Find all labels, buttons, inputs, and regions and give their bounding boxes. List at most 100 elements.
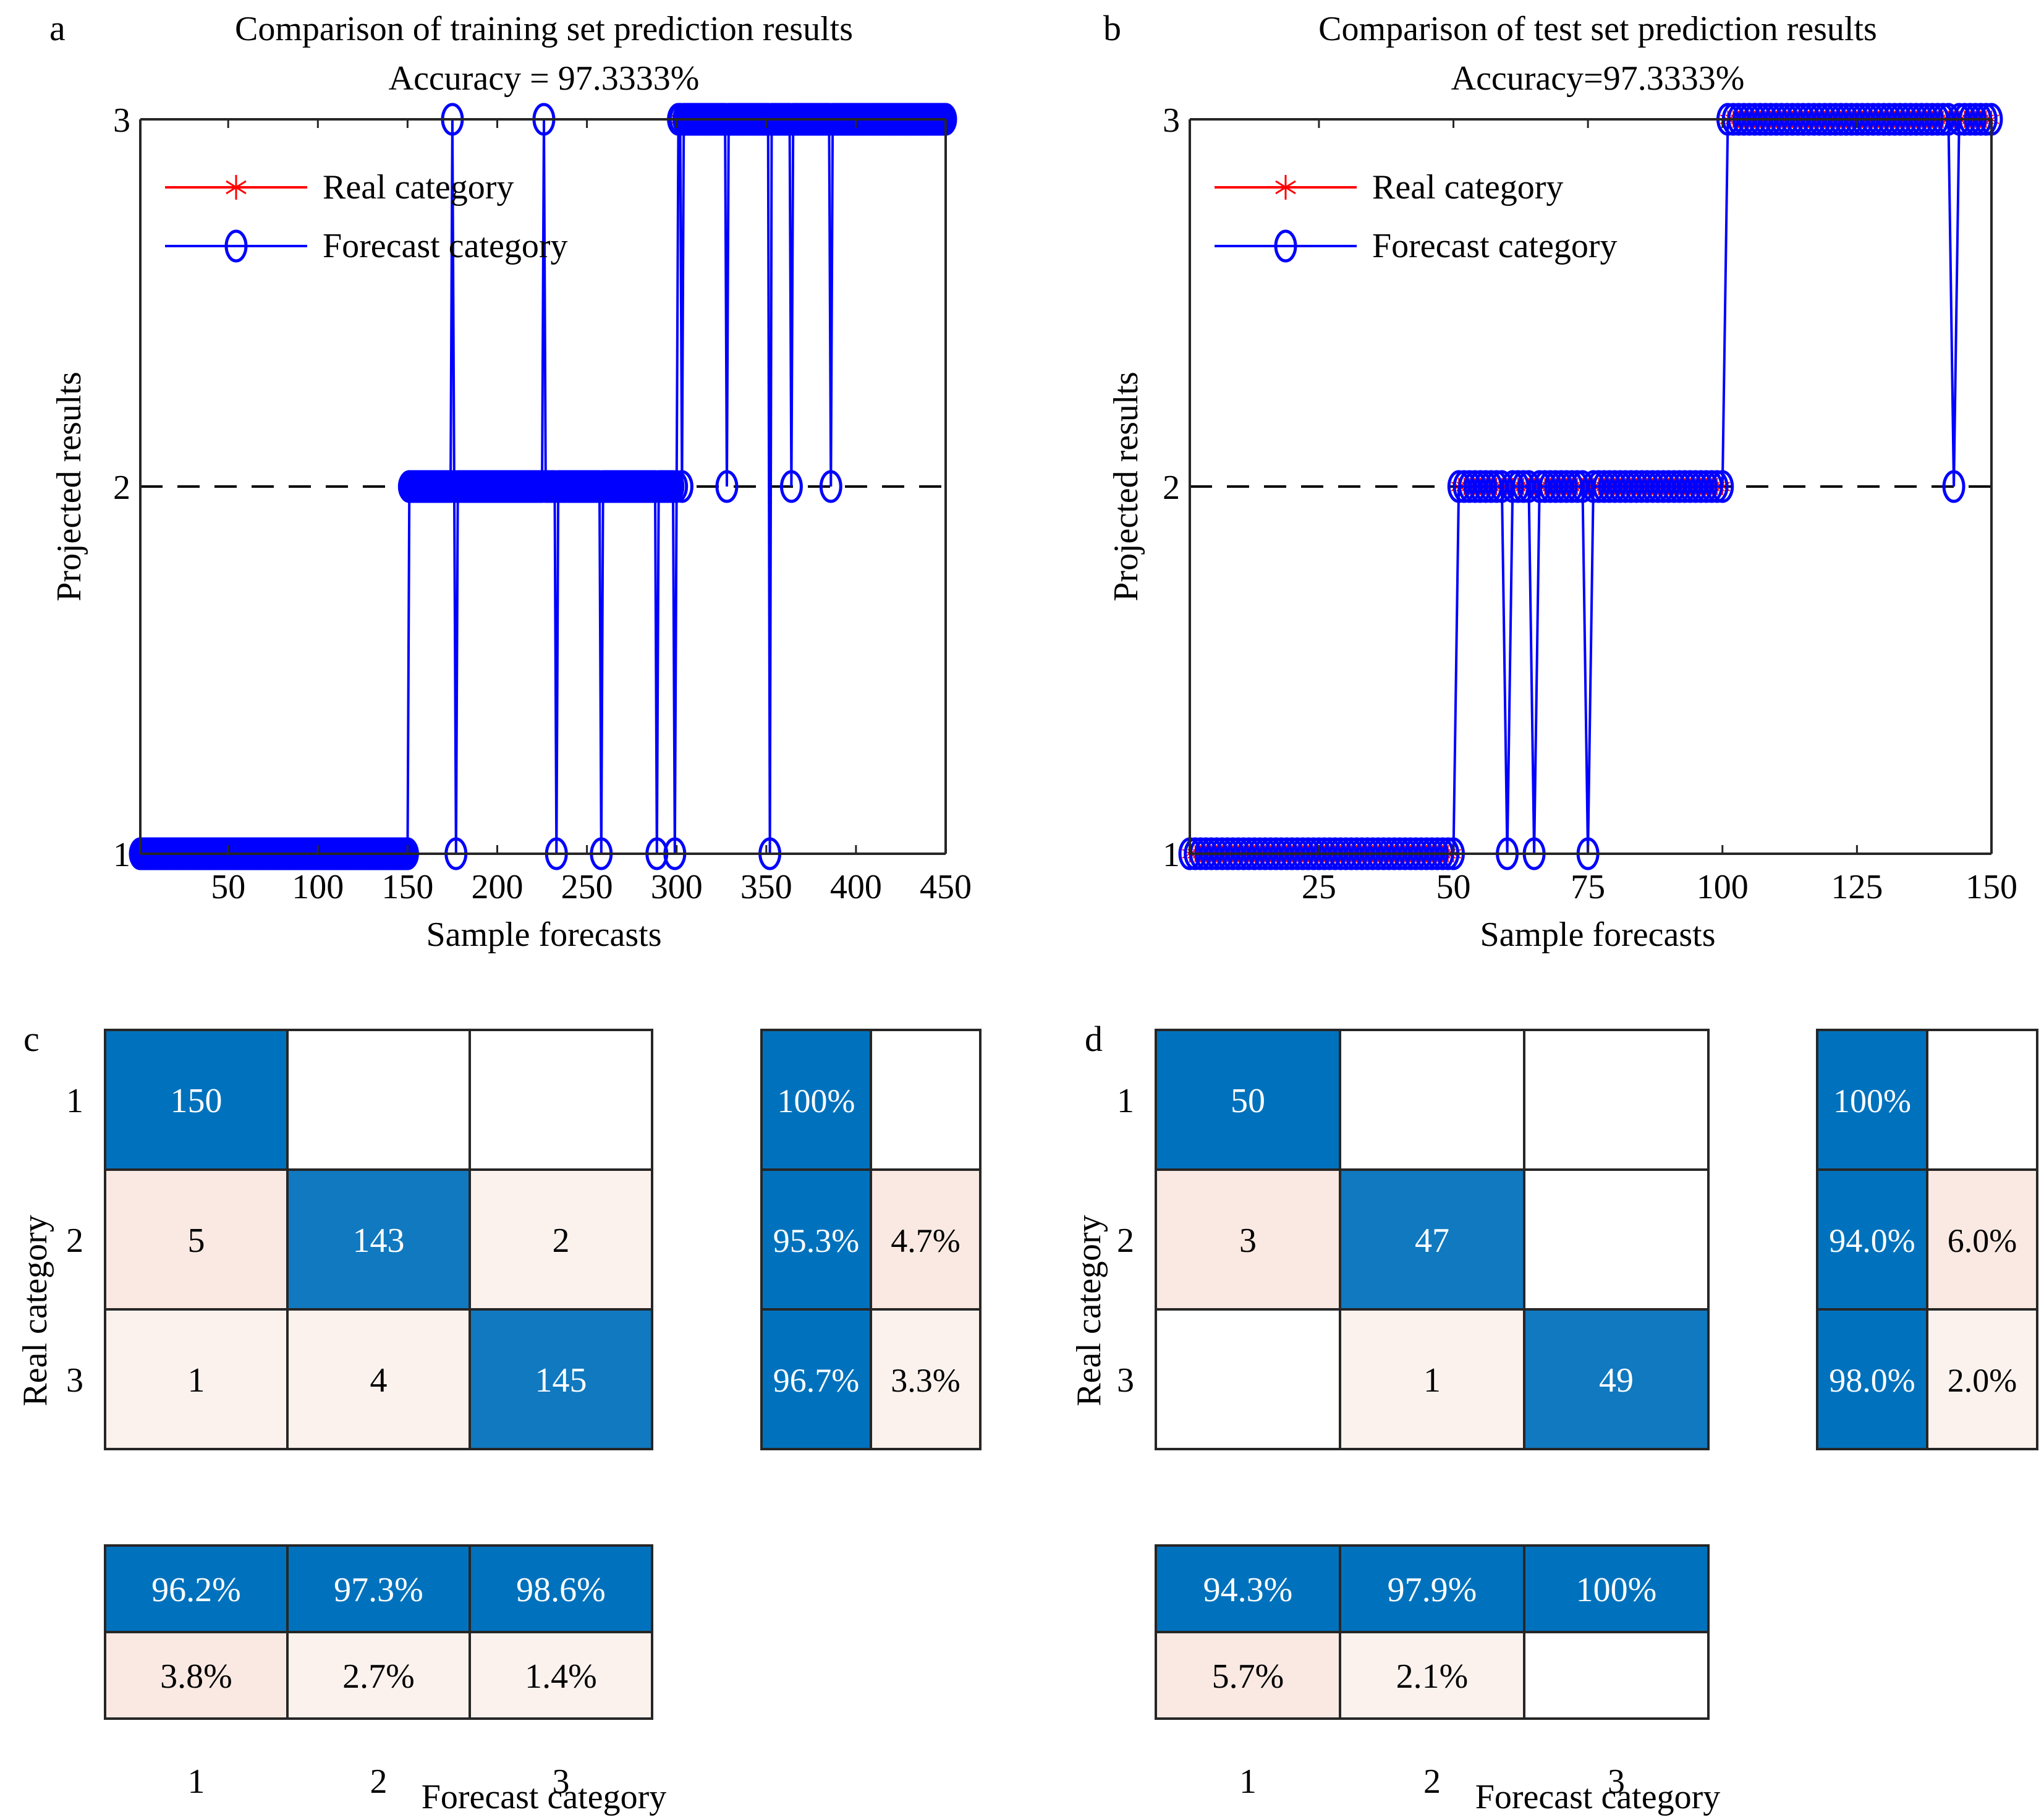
forecast-category-marker <box>1474 470 1498 503</box>
forecast-category-marker <box>1641 470 1664 503</box>
forecast-category-marker <box>1619 470 1643 503</box>
panel-a-line-chart: Comparison of training set prediction re… <box>50 10 972 954</box>
matrix-cell-value: 143 <box>353 1222 405 1260</box>
forecast-category-marker <box>1554 470 1578 503</box>
row-summary-value: 2.0% <box>1948 1362 2017 1399</box>
col-summary-value: 100% <box>1576 1571 1657 1609</box>
panel-label-a: a <box>49 8 66 48</box>
col-summary-cell <box>1339 1631 1525 1720</box>
matrix-cell-value: 50 <box>1231 1082 1265 1120</box>
forecast-category-marker <box>665 470 689 503</box>
x-tick-label: 75 <box>1571 868 1605 906</box>
legend-marker-forecast-circle-icon <box>224 229 248 263</box>
matrix-cell-value: 49 <box>1599 1361 1634 1400</box>
row-label: 2 <box>66 1222 83 1260</box>
forecast-category-marker <box>1711 470 1734 503</box>
row-label: 3 <box>66 1361 83 1400</box>
x-tick-label: 150 <box>381 868 433 906</box>
col-summary-value: 96.2% <box>151 1571 241 1609</box>
row-label: 1 <box>1117 1082 1134 1120</box>
row-summary-cell <box>760 1168 872 1311</box>
forecast-category-marker <box>1646 470 1669 503</box>
legend-label-forecast: Forecast category <box>1372 227 1617 265</box>
row-summary-cell <box>760 1308 872 1450</box>
forecast-category-marker <box>1592 470 1616 503</box>
row-summary-cell <box>870 1029 982 1171</box>
chart-subtitle: Accuracy = 97.3333% <box>389 59 700 98</box>
matrix-cell-value: 145 <box>535 1361 587 1400</box>
forecast-category-marker <box>1517 470 1540 503</box>
panel-d-confusion-matrix: Real category Forecast category 50 1 3 47 2 1… <box>1070 1029 2038 1816</box>
x-axis-label: Sample forecasts <box>1480 916 1716 954</box>
forecast-category-marker <box>670 470 693 503</box>
y-tick-label: 3 <box>113 101 130 140</box>
col-summary-cell <box>1523 1544 1710 1633</box>
x-tick-label: 150 <box>1966 868 2017 906</box>
row-label: 2 <box>1117 1222 1134 1260</box>
chart-title: Comparison of test set prediction result… <box>1318 10 1877 48</box>
matrix-cell-value: 3 <box>1239 1222 1257 1260</box>
matrix-cell <box>1155 1168 1341 1311</box>
matrix-cell <box>286 1168 471 1311</box>
forecast-category-marker <box>1668 470 1691 503</box>
matrix-cell <box>469 1029 653 1171</box>
forecast-category-marker <box>1528 470 1551 503</box>
forecast-category-marker <box>1506 470 1530 503</box>
y-tick-label: 1 <box>113 836 130 874</box>
matrix-cell <box>1155 1308 1341 1450</box>
col-summary-cell <box>286 1631 471 1720</box>
matrix-cell <box>104 1308 289 1450</box>
forecast-category-marker <box>1479 470 1503 503</box>
row-summary-value: 100% <box>1833 1082 1911 1120</box>
x-tick-label: 450 <box>920 868 972 906</box>
forecast-category-marker <box>1614 470 1637 503</box>
y-tick-label: 2 <box>113 469 130 507</box>
forecast-category-marker <box>1689 470 1713 503</box>
col-summary-value: 2.1% <box>1396 1657 1469 1696</box>
col-summary-value: 94.3% <box>1203 1571 1293 1609</box>
col-label: 1 <box>188 1763 205 1801</box>
matrix-cell <box>1339 1168 1525 1311</box>
forecast-category-marker <box>1571 470 1594 503</box>
forecast-category-marker <box>1538 470 1562 503</box>
col-label: 1 <box>1239 1763 1257 1801</box>
chart-title: Comparison of training set prediction re… <box>235 10 853 48</box>
row-summary-value: 94.0% <box>1829 1222 1915 1259</box>
legend-marker-forecast-circle-icon <box>1274 229 1297 263</box>
forecast-category-marker <box>1490 470 1514 503</box>
forecast-category-marker <box>1603 470 1627 503</box>
legend-label-real: Real category <box>323 168 514 206</box>
matrix-cell-value: 1 <box>1423 1361 1441 1400</box>
y-axis-label: Projected results <box>50 372 88 602</box>
chart-subtitle: Accuracy=97.3333% <box>1451 59 1745 98</box>
matrix-cell <box>286 1029 471 1171</box>
row-summary-cell <box>760 1029 872 1171</box>
col-summary-value: 3.8% <box>160 1657 232 1696</box>
legend-label-forecast: Forecast category <box>323 227 567 265</box>
forecast-category-marker <box>1544 470 1567 503</box>
col-summary-cell <box>469 1631 653 1720</box>
x-tick-label: 125 <box>1831 868 1883 906</box>
forecast-category-marker <box>1624 470 1648 503</box>
matrix-cell <box>1339 1308 1525 1450</box>
matrix-cell <box>1339 1029 1525 1171</box>
matrix-cell-value: 150 <box>171 1082 223 1120</box>
forecast-category-marker <box>1458 470 1482 503</box>
col-summary-value: 98.6% <box>516 1571 606 1609</box>
matrix-cell <box>1523 1029 1710 1171</box>
row-summary-cell <box>1926 1029 2038 1171</box>
row-summary-value: 100% <box>778 1082 855 1120</box>
row-summary-value: 95.3% <box>773 1222 859 1259</box>
x-axis-label: Forecast category <box>422 1778 666 1816</box>
matrix-cell-value: 2 <box>553 1222 570 1260</box>
col-summary-cell <box>286 1544 471 1633</box>
forecast-category-marker <box>1566 470 1589 503</box>
forecast-category-marker <box>1582 470 1605 503</box>
row-summary-value: 96.7% <box>773 1362 859 1399</box>
y-axis-label: Real category <box>16 1215 54 1406</box>
panel-label-b: b <box>1103 8 1121 48</box>
row-summary-cell <box>1926 1308 2038 1450</box>
row-summary-cell <box>870 1308 982 1450</box>
